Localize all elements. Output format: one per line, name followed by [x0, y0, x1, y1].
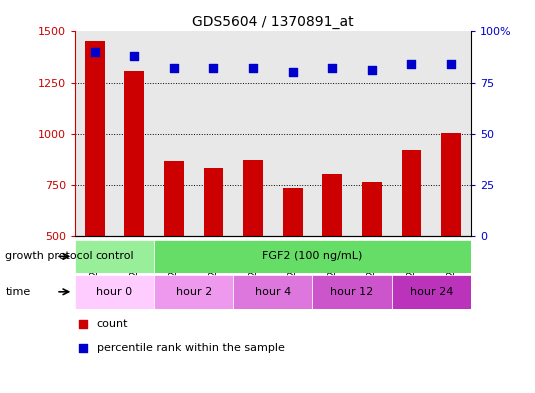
Text: time: time — [5, 287, 30, 297]
Point — [130, 53, 139, 59]
Point — [407, 61, 416, 67]
Bar — [312, 275, 392, 309]
Text: hour 2: hour 2 — [175, 287, 212, 297]
Bar — [441, 132, 461, 236]
Point — [368, 67, 376, 73]
Text: control: control — [95, 252, 134, 261]
Point — [288, 69, 297, 75]
Bar — [392, 275, 471, 309]
Bar — [401, 150, 422, 236]
Point — [341, 226, 349, 232]
Point — [170, 65, 178, 72]
Bar — [362, 182, 382, 236]
Point — [447, 61, 455, 67]
Text: hour 0: hour 0 — [96, 287, 133, 297]
Bar — [203, 168, 224, 236]
Point — [328, 65, 337, 72]
Point — [249, 65, 257, 72]
Bar — [75, 240, 154, 273]
Text: hour 12: hour 12 — [331, 287, 373, 297]
Text: hour 4: hour 4 — [255, 287, 291, 297]
Text: growth protocol: growth protocol — [5, 252, 93, 261]
Bar — [233, 275, 312, 309]
Text: FGF2 (100 ng/mL): FGF2 (100 ng/mL) — [262, 252, 363, 261]
Bar — [85, 40, 105, 236]
Bar — [125, 71, 144, 236]
Text: count: count — [97, 319, 128, 329]
Text: percentile rank within the sample: percentile rank within the sample — [97, 343, 285, 353]
Bar — [75, 275, 154, 309]
Bar — [283, 188, 303, 236]
Bar — [164, 161, 184, 236]
Title: GDS5604 / 1370891_at: GDS5604 / 1370891_at — [192, 15, 354, 29]
Bar — [154, 240, 471, 273]
Bar — [322, 174, 342, 236]
Bar — [154, 275, 233, 309]
Point — [341, 11, 349, 18]
Point — [90, 49, 99, 55]
Point — [209, 65, 218, 72]
Text: hour 24: hour 24 — [409, 287, 453, 297]
Bar — [243, 160, 263, 236]
